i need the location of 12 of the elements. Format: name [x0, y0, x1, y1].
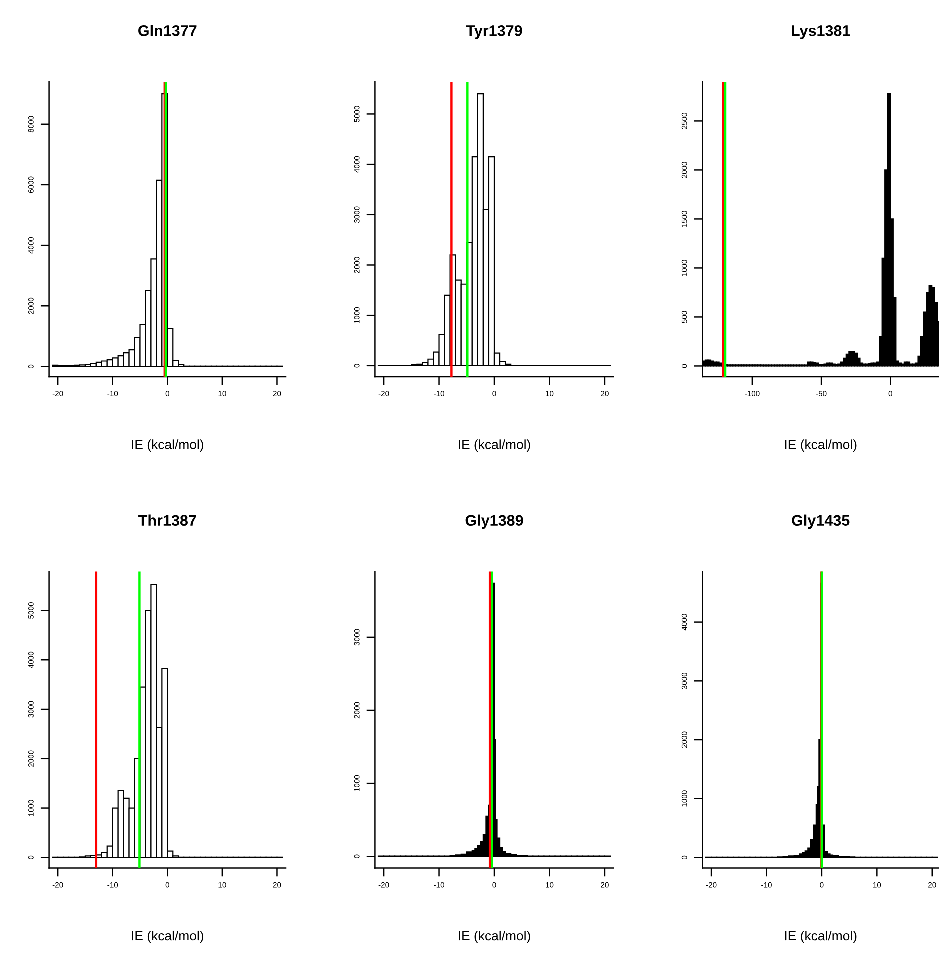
chart-title: Tyr1379 [466, 26, 522, 40]
chart-title: Lys1381 [792, 26, 850, 40]
chart-title: Gly1435 [792, 514, 850, 530]
chart-title: Thr1387 [138, 514, 196, 526]
x-axis-title: IE (kcal/mol) [459, 440, 530, 452]
x-axis-title: IE (kcal/mol) [132, 440, 204, 452]
chart-title: Gly1389 [466, 514, 524, 530]
chart-title: Gln1377 [138, 25, 197, 36]
x-axis-title: IE (kcal/mol) [785, 930, 857, 944]
x-axis-title: IE (kcal/mol) [132, 930, 204, 944]
x-axis-title: IE (kcal/mol) [785, 440, 857, 452]
x-axis-title: IE (kcal/mol) [459, 930, 530, 944]
